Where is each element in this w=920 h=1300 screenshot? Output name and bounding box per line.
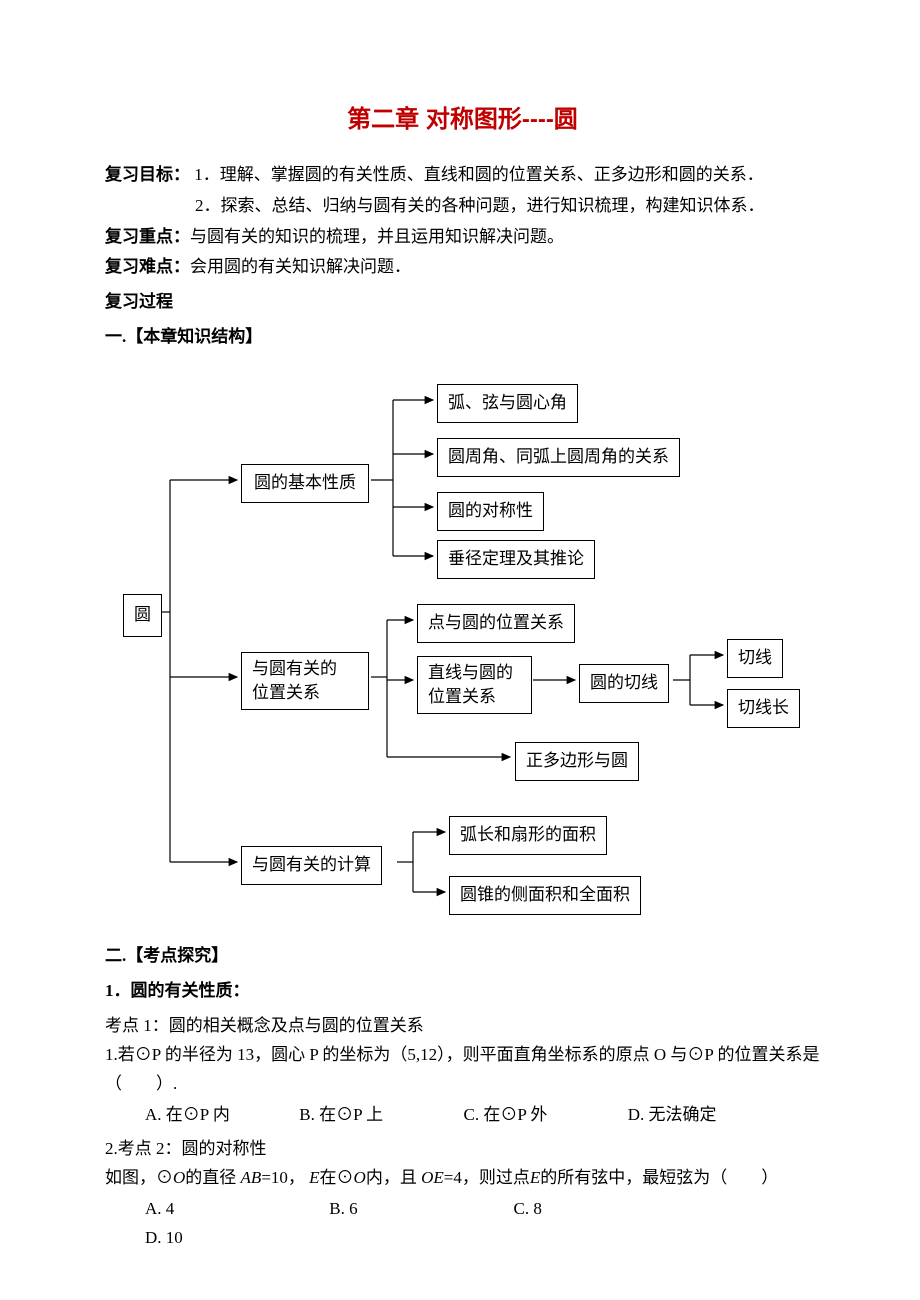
node-b2-1: 点与圆的位置关系: [417, 604, 575, 643]
kp2-option-b: B. 6: [329, 1195, 509, 1224]
node-b1-1: 弧、弦与圆心角: [437, 384, 578, 423]
section-1-heading: 一.【本章知识结构】: [105, 323, 820, 352]
difficulty-label: 复习难点：: [105, 257, 190, 276]
difficulty-line: 复习难点：会用圆的有关知识解决问题．: [105, 253, 820, 282]
process-label: 复习过程: [105, 288, 820, 317]
kaopoint-1-options: A. 在⊙P 内 B. 在⊙P 上 C. 在⊙P 外 D. 无法确定: [105, 1101, 820, 1130]
section-2-heading: 二.【考点探究】: [105, 942, 820, 971]
node-b1: 圆的基本性质: [241, 464, 369, 503]
kp1-option-b: B. 在⊙P 上: [299, 1101, 459, 1130]
node-b2-2a2: 切线长: [727, 689, 800, 728]
kp2-var-ab: AB: [241, 1168, 262, 1187]
node-b2-2: 直线与圆的 位置关系: [417, 656, 532, 714]
kaopoint-2-label: 2.考点 2：圆的对称性: [105, 1135, 820, 1164]
objectives-line-1: 复习目标： 1．理解、掌握圆的有关性质、直线和圆的位置关系、正多边形和圆的关系．: [105, 161, 820, 190]
kp2-var-o2: O: [354, 1168, 366, 1187]
node-b3: 与圆有关的计算: [241, 846, 382, 885]
kp2-var-e: E: [309, 1168, 319, 1187]
kp2-text: 的直径: [185, 1168, 236, 1187]
chapter-title: 第二章 对称图形----圆: [105, 100, 820, 141]
kaopoint-1-label: 考点 1：圆的相关概念及点与圆的位置关系: [105, 1012, 820, 1041]
kp2-eq2: =4: [444, 1168, 462, 1187]
kp2-var-o: O: [173, 1168, 185, 1187]
keypoint-text: 与圆有关的知识的梳理，并且运用知识解决问题。: [190, 227, 564, 246]
kp1-option-d: D. 无法确定: [628, 1101, 748, 1130]
kp2-text: 内，且: [366, 1168, 417, 1187]
objectives-label: 复习目标：: [105, 165, 190, 184]
kp2-text: 在⊙: [320, 1168, 354, 1187]
subhead-1: 1．圆的有关性质：: [105, 977, 820, 1006]
node-b1-3: 圆的对称性: [437, 492, 544, 531]
kp2-var-e2: E: [530, 1168, 540, 1187]
node-b2-2a1: 切线: [727, 639, 783, 678]
node-b3-2: 圆锥的侧面积和全面积: [449, 876, 641, 915]
kp2-option-c: C. 8: [514, 1195, 694, 1224]
node-b2: 与圆有关的 位置关系: [241, 652, 369, 710]
difficulty-text: 会用圆的有关知识解决问题．: [190, 257, 411, 276]
kp2-text: 如图，⊙: [105, 1168, 173, 1187]
knowledge-structure-diagram: 圆 圆的基本性质 弧、弦与圆心角 圆周角、同弧上圆周角的关系 圆的对称性 垂径定…: [115, 362, 815, 922]
kp2-text: ，则过点: [462, 1168, 530, 1187]
kp2-option-a: A. 4: [145, 1195, 325, 1224]
kp2-text: ，: [288, 1168, 305, 1187]
node-b2-3: 正多边形与圆: [515, 742, 639, 781]
node-b2-2a: 圆的切线: [579, 664, 669, 703]
kp2-tail: 的所有弦中，最短弦为（ ）: [540, 1168, 778, 1187]
kaopoint-2-question: 如图，⊙O的直径 AB=10， E在⊙O内，且 OE=4，则过点E的所有弦中，最…: [105, 1164, 820, 1193]
node-b1-4: 垂径定理及其推论: [437, 540, 595, 579]
node-root: 圆: [123, 594, 162, 637]
objective-1: 1．理解、掌握圆的有关性质、直线和圆的位置关系、正多边形和圆的关系．: [194, 165, 764, 184]
node-b3-1: 弧长和扇形的面积: [449, 816, 607, 855]
kaopoint-2-options: A. 4 B. 6 C. 8 D. 10: [105, 1195, 820, 1253]
kp1-option-c: C. 在⊙P 外: [464, 1101, 624, 1130]
kaopoint-1-question: 1.若⊙P 的半径为 13，圆心 P 的坐标为（5,12），则平面直角坐标系的原…: [105, 1041, 820, 1099]
kp2-option-d: D. 10: [145, 1224, 285, 1253]
objective-2: 2．探索、总结、归纳与圆有关的各种问题，进行知识梳理，构建知识体系．: [105, 192, 820, 221]
node-b1-2: 圆周角、同弧上圆周角的关系: [437, 438, 680, 477]
kp2-eq1: =10: [261, 1168, 288, 1187]
kp1-option-a: A. 在⊙P 内: [145, 1101, 295, 1130]
keypoint-label: 复习重点：: [105, 227, 190, 246]
kp2-var-oe: OE: [421, 1168, 444, 1187]
keypoint-line: 复习重点：与圆有关的知识的梳理，并且运用知识解决问题。: [105, 223, 820, 252]
